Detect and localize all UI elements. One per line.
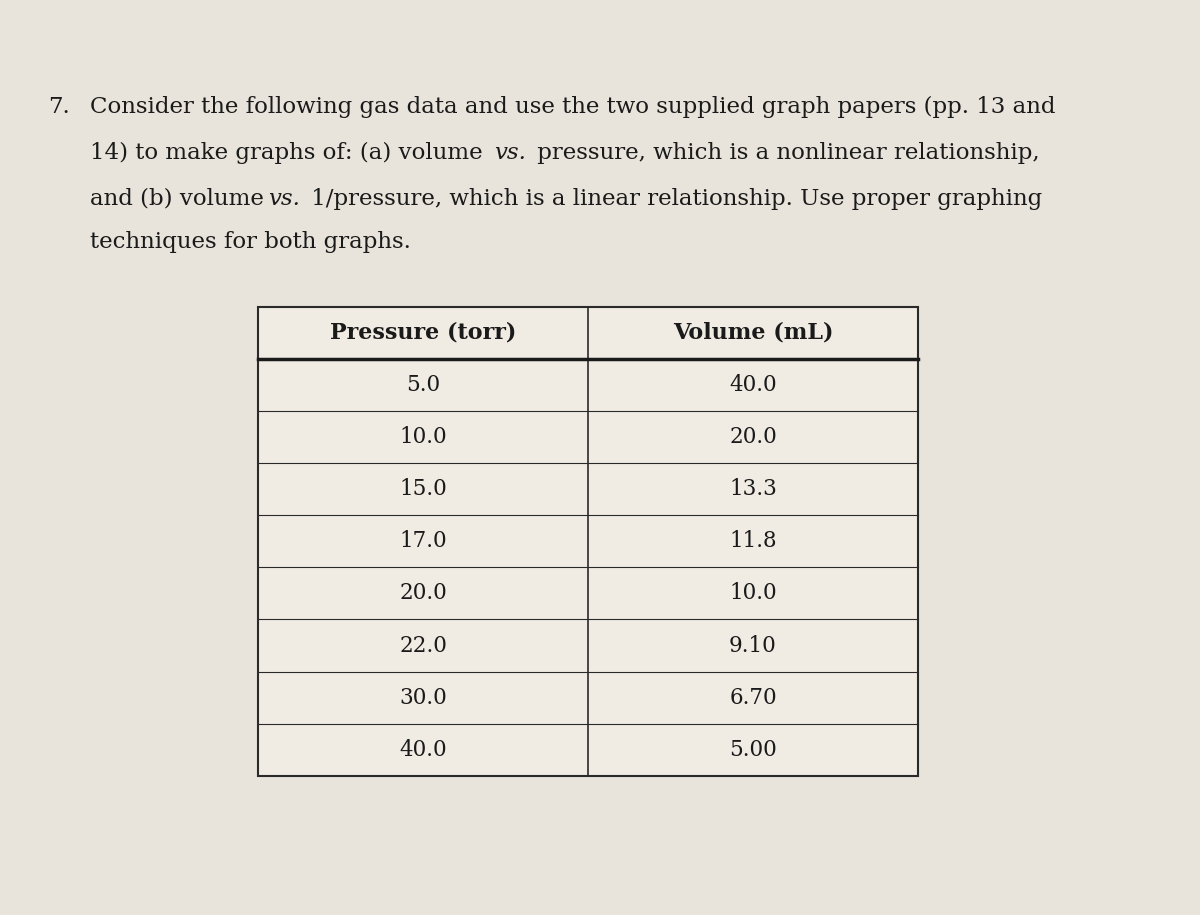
Text: 14) to make graphs of: (a) volume: 14) to make graphs of: (a) volume	[90, 142, 490, 164]
Text: 40.0: 40.0	[730, 373, 776, 396]
Text: pressure, which is a nonlinear relationship,: pressure, which is a nonlinear relations…	[529, 142, 1039, 164]
Text: 20.0: 20.0	[730, 425, 776, 448]
Text: 20.0: 20.0	[400, 582, 446, 605]
Text: 9.10: 9.10	[730, 634, 776, 657]
Text: 1/pressure, which is a linear relationship. Use proper graphing: 1/pressure, which is a linear relationsh…	[304, 188, 1042, 210]
Text: Consider the following gas data and use the two supplied graph papers (pp. 13 an: Consider the following gas data and use …	[90, 96, 1056, 118]
Text: Pressure (torr): Pressure (torr)	[330, 321, 516, 344]
Text: 15.0: 15.0	[400, 478, 446, 501]
Text: 5.0: 5.0	[406, 373, 440, 396]
Text: 5.00: 5.00	[730, 738, 776, 761]
Text: 7.: 7.	[48, 96, 70, 118]
Text: techniques for both graphs.: techniques for both graphs.	[90, 231, 410, 253]
Text: 11.8: 11.8	[730, 530, 776, 553]
Text: 10.0: 10.0	[400, 425, 446, 448]
Text: 10.0: 10.0	[730, 582, 776, 605]
Text: 17.0: 17.0	[400, 530, 446, 553]
Text: 22.0: 22.0	[400, 634, 446, 657]
Text: 40.0: 40.0	[400, 738, 446, 761]
Text: and (b) volume: and (b) volume	[90, 188, 271, 210]
Text: 30.0: 30.0	[400, 686, 446, 709]
Text: vs.: vs.	[269, 188, 300, 210]
Text: 13.3: 13.3	[730, 478, 776, 501]
Text: vs.: vs.	[494, 142, 526, 164]
Text: 6.70: 6.70	[730, 686, 776, 709]
Text: Volume (mL): Volume (mL)	[673, 321, 833, 344]
